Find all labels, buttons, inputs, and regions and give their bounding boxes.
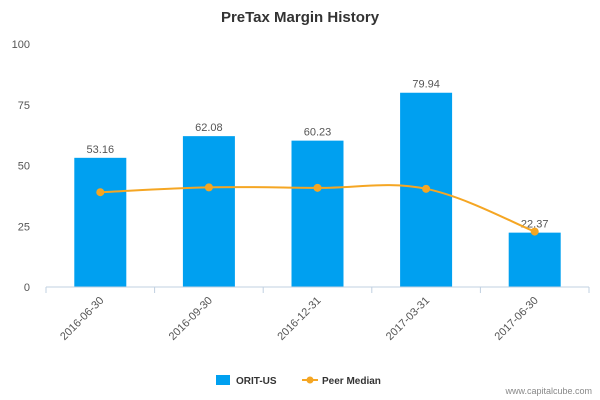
legend-swatch-peer-median-marker	[306, 376, 314, 384]
legend: ORIT-US Peer Median	[216, 375, 381, 387]
x-tick-label: 2017-06-30	[493, 295, 541, 343]
legend-label-orit-us: ORIT-US	[236, 376, 277, 387]
y-tick-label: 100	[12, 39, 30, 51]
bar-data-label: 79.94	[412, 79, 440, 91]
y-tick-label: 0	[24, 282, 30, 294]
y-axis: 0 25 50 75 100	[12, 39, 30, 294]
x-tick-label: 2016-06-30	[58, 295, 106, 343]
bar	[74, 157, 127, 287]
peer-median-point	[204, 183, 213, 192]
peer-median-point	[422, 184, 431, 193]
y-tick-label: 25	[18, 221, 30, 233]
bar	[182, 136, 235, 287]
bar	[291, 140, 344, 287]
peer-median-point	[530, 227, 539, 236]
y-tick-label: 50	[18, 161, 30, 173]
y-tick-label: 75	[18, 100, 30, 112]
x-axis: 2016-06-30 2016-09-30 2016-12-31 2017-03-31…	[45, 286, 590, 343]
bar-data-label: 62.08	[195, 122, 223, 134]
legend-label-peer-median: Peer Median	[322, 376, 381, 387]
bar-data-label: 53.16	[87, 144, 115, 156]
chart-title: PreTax Margin History	[221, 9, 380, 26]
watermark: www.capitalcube.com	[504, 386, 592, 396]
x-tick-label: 2016-09-30	[167, 295, 215, 343]
peer-median-point	[313, 183, 322, 192]
peer-median-point	[96, 188, 105, 197]
x-tick-label: 2017-03-31	[384, 295, 432, 343]
x-tick-label: 2016-12-31	[275, 295, 323, 343]
line-series-peer-median	[96, 183, 539, 236]
bar-series-orit-us	[74, 92, 561, 288]
bar	[508, 232, 561, 287]
bar-data-label: 60.23	[304, 127, 332, 139]
legend-swatch-orit-us	[216, 375, 230, 385]
